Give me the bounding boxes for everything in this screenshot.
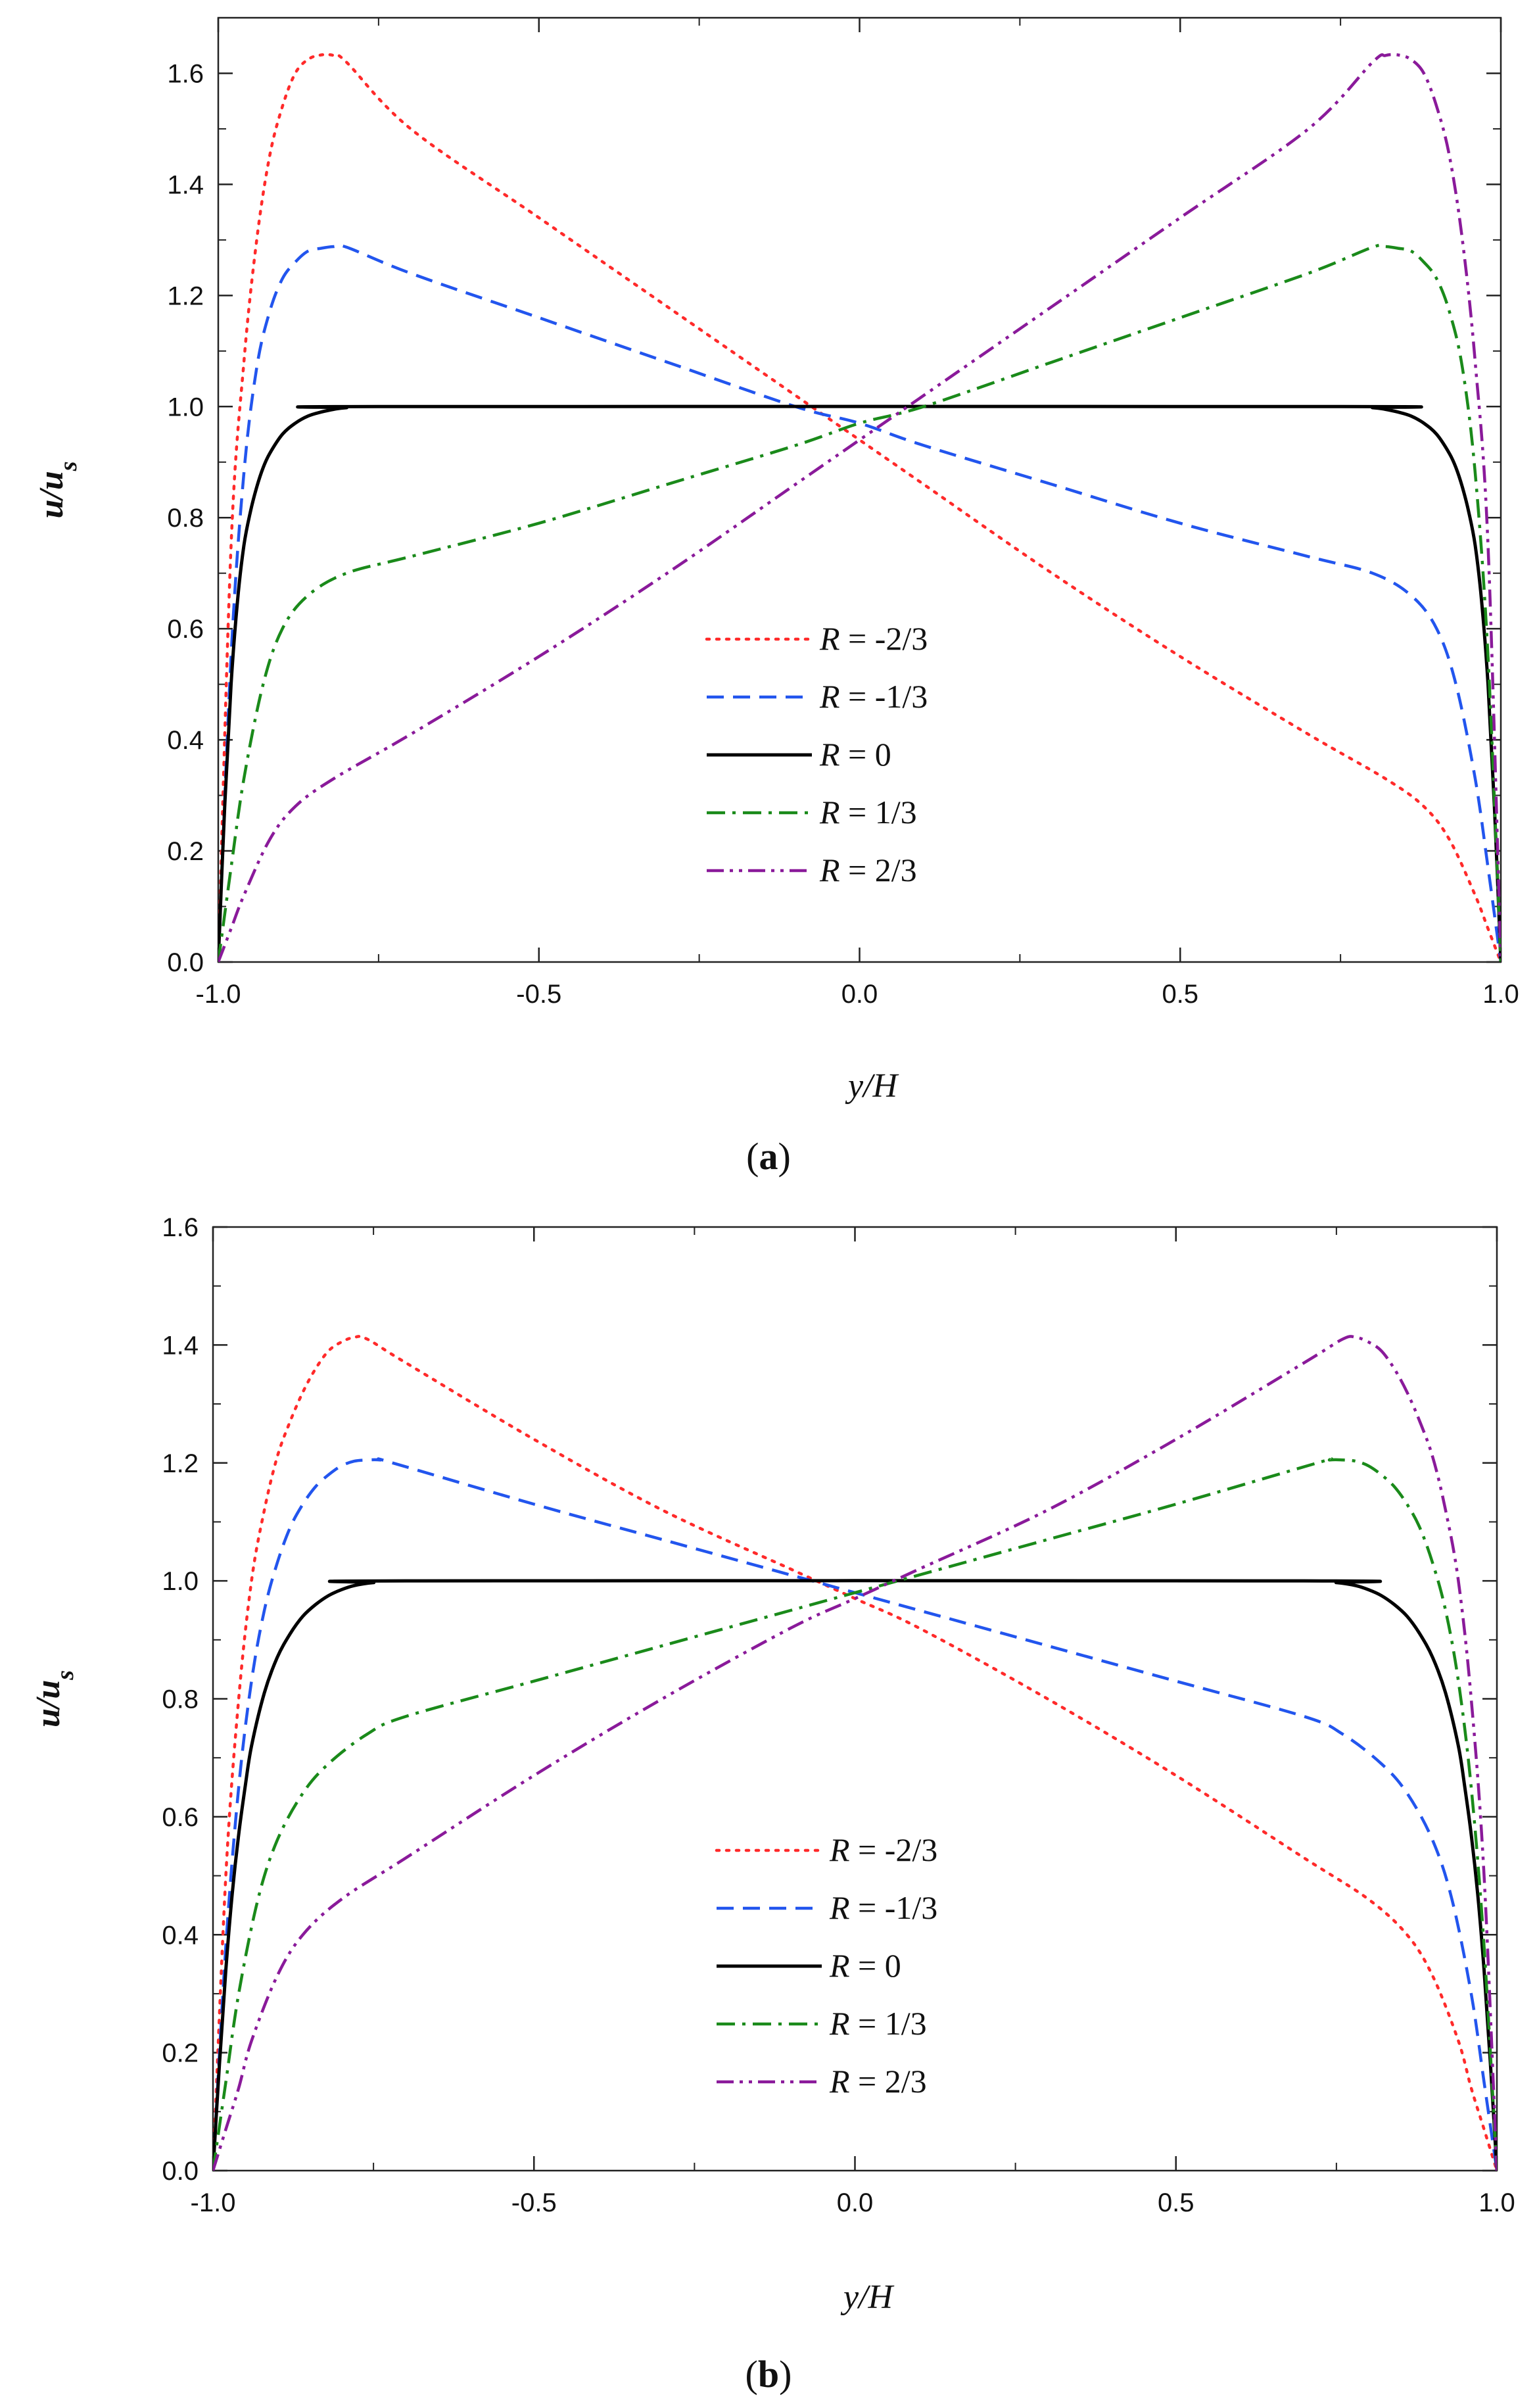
series-line-3 [218, 404, 1501, 962]
x-tick-label: -0.5 [516, 980, 561, 1009]
y-tick-label: 0.6 [167, 615, 204, 644]
y-tick-label: 1.0 [167, 393, 204, 421]
y-tick-label: 0.4 [162, 1921, 199, 1950]
y-tick-label: 1.4 [167, 170, 204, 199]
legend: R = -2/3 R = -1/3 R = 0 R = 1/3 R = 2/3 [715, 1831, 937, 2100]
series-group [213, 1335, 1497, 2171]
legend-entry: R = 0 [819, 736, 891, 773]
panel-label: (b) [745, 2353, 792, 2396]
legend-entry: R = -2/3 [819, 620, 928, 657]
x-tick-label: 0.5 [1162, 980, 1198, 1009]
legend-entry: R = 1/3 [829, 2005, 927, 2042]
y-tick-label: 1.6 [162, 1213, 199, 1242]
x-axis-title: y/H [845, 1067, 899, 1105]
series-line-5 [213, 1335, 1497, 2171]
series-line-4 [218, 243, 1501, 962]
series-line-1 [213, 1335, 1497, 2171]
legend-entry: R = 2/3 [829, 2063, 927, 2100]
y-tick-label: 0.2 [162, 2039, 199, 2068]
series-line-1 [218, 53, 1501, 962]
y-tick-label: 1.4 [162, 1331, 199, 1360]
y-tick-label: 0.8 [167, 504, 204, 533]
panel-label: (a) [746, 1135, 791, 1178]
legend-entry: R = 1/3 [819, 794, 917, 831]
x-tick-label: 1.0 [1482, 980, 1519, 1009]
legend: R = -2/3 R = -1/3 R = 0 R = 1/3 R = 2/3 [705, 620, 928, 888]
legend-entry: R = 0 [829, 1947, 901, 1984]
y-tick-label: 0.2 [167, 837, 204, 866]
series-line-5 [218, 53, 1501, 962]
x-tick-label: -1.0 [191, 2188, 236, 2217]
legend-entry: R = 2/3 [819, 852, 917, 888]
y-tick-label: 0.8 [162, 1685, 199, 1714]
series-line-2 [213, 1457, 1497, 2171]
y-axis-title: u/us [30, 1670, 79, 1727]
y-tick-label: 0.0 [167, 948, 204, 977]
legend-entry: R = -1/3 [829, 1889, 937, 1926]
x-axis-title: y/H [840, 2278, 895, 2316]
x-tick-label: -0.5 [511, 2188, 557, 2217]
y-tick-label: 1.6 [167, 59, 204, 88]
y-tick-label: 0.4 [167, 726, 204, 755]
y-tick-label: 0.0 [162, 2157, 199, 2186]
panel-a: -1.0 -0.5 0.0 0.5 1.0 0.0 0.2 0.4 0.6 0.8 1.0 1.2 1.… [33, 16, 1519, 1178]
legend-entry: R = -1/3 [819, 678, 928, 715]
panel-b: -1.0 -0.5 0.0 0.5 1.0 0.0 0.2 0.4 0.6 0.8 1.0 1.2 1.… [30, 1213, 1515, 2396]
y-axis-title: u/us [33, 461, 82, 518]
series-line-3 [213, 1579, 1497, 2171]
y-tick-label: 1.2 [167, 281, 204, 310]
legend-entry: R = -2/3 [829, 1831, 937, 1868]
x-tick-label: 1.0 [1478, 2188, 1515, 2217]
x-tick-label: -1.0 [196, 980, 241, 1009]
x-tick-label: 0.5 [1158, 2188, 1194, 2217]
y-tick-label: 1.2 [162, 1449, 199, 1478]
y-tick-label: 0.6 [162, 1803, 199, 1832]
series-line-2 [218, 243, 1501, 962]
y-tick-label: 1.0 [162, 1567, 199, 1596]
x-tick-label: 0.0 [841, 980, 878, 1009]
x-tick-label: 0.0 [837, 2188, 874, 2217]
series-group [218, 53, 1501, 962]
